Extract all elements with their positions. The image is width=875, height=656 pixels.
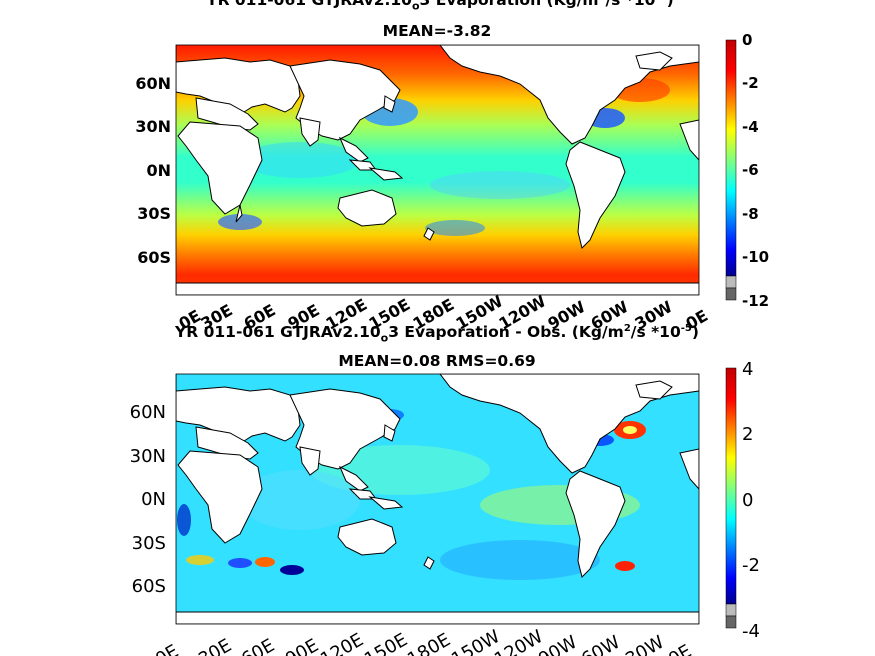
australia-landmass	[337, 189, 397, 227]
north-america-landmass	[439, 45, 699, 145]
south-america-landmass	[565, 141, 626, 249]
panel2-field	[176, 374, 699, 624]
colorbar-tick: -8	[742, 205, 759, 223]
panel2-lat-axis: 60N 30N 0N 30S 60S	[130, 402, 166, 597]
lat-tick: 0N	[141, 489, 166, 510]
panel2-colorbar: 4 2 0 -2 -4	[725, 359, 760, 642]
colorbar-tick: -4	[742, 621, 760, 642]
panel1-title: YR 011-061 GTJRAv2.10o3 Evaporation (Kg/…	[206, 0, 674, 13]
colorbar-tick: -10	[742, 248, 769, 266]
panel2-title: YR 011-061 GTJRAv2.10o3 Evaporation - Ob…	[175, 323, 699, 345]
lat-tick: 60S	[137, 248, 171, 267]
lon-tick: 30W	[622, 632, 668, 656]
lon-tick: 60W	[578, 632, 624, 656]
new-zealand-landmass	[423, 227, 435, 241]
panel2-map: 60N 30N 0N 30S 60S 0E 30E 60E 90E 120E 1…	[130, 359, 760, 656]
colorbar-tick: -12	[742, 292, 769, 310]
lon-tick: 120E	[317, 629, 367, 656]
panel1-map: 60N 30N 0N 30S 60S 0E 30E 60E 90E 120E 1…	[135, 31, 769, 330]
lon-tick: 0E	[152, 641, 182, 656]
colorbar-tick: 2	[742, 424, 753, 445]
lon-tick: 60E	[238, 635, 278, 656]
antarctica-landmass	[176, 282, 699, 295]
lon-tick: 180E	[404, 629, 454, 656]
greenland-landmass	[635, 51, 673, 71]
eurasia-west-landmass	[176, 45, 301, 113]
colorbar-tick: -6	[742, 161, 759, 179]
africa-north-landmass	[195, 97, 259, 131]
panel1-field	[176, 45, 699, 295]
colorbar-tick: 4	[742, 359, 753, 380]
colorbar-tick: -2	[742, 74, 759, 92]
lat-tick: 30N	[135, 117, 171, 136]
lat-tick: 60S	[132, 576, 166, 597]
lat-tick: 30N	[130, 446, 166, 467]
panel1-colorbar: 0 -2 -4 -6 -8 -10 -12	[725, 31, 769, 310]
japan-landmass	[383, 95, 396, 113]
panel2-frame	[175, 373, 700, 625]
africa-landmass	[177, 121, 263, 215]
india-landmass	[299, 117, 321, 147]
indochina-landmass	[339, 136, 369, 163]
panel1-stats: MEAN=-3.82	[382, 22, 492, 40]
lon-tick: 0E	[665, 641, 695, 656]
lon-tick: 90E	[282, 635, 322, 656]
panel2-lon-axis: 0E 30E 60E 90E 120E 150E 180E 150W 120W …	[152, 626, 695, 656]
colorbar-tick: 0	[742, 490, 753, 511]
lat-tick: 60N	[130, 402, 166, 423]
lat-tick: 30S	[132, 533, 166, 554]
asia-landmass	[289, 59, 401, 141]
lat-tick: 30S	[137, 204, 171, 223]
panel1-lat-axis: 60N 30N 0N 30S 60S	[135, 74, 171, 267]
lat-tick: 0N	[146, 161, 171, 180]
colorbar-tick: -4	[742, 118, 759, 136]
colorbar-tick: -2	[742, 555, 760, 576]
lon-tick: 30E	[195, 635, 235, 656]
colorbar-tick: 0	[742, 31, 752, 49]
panel2-stats: MEAN=0.08 RMS=0.69	[338, 352, 536, 370]
lat-tick: 60N	[135, 74, 171, 93]
panel1-frame	[175, 44, 700, 296]
